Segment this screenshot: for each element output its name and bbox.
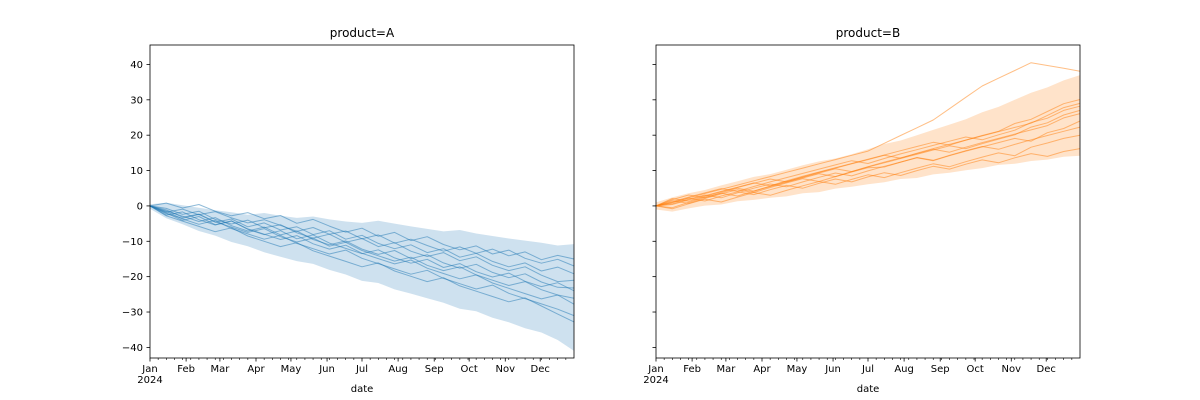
unit-line xyxy=(655,134,1081,210)
x-tick-label: Oct xyxy=(461,364,478,375)
subplot-A-xlabel: date xyxy=(350,384,374,395)
unit-line xyxy=(655,99,1081,207)
subplot-B-xlabel: date xyxy=(856,384,880,395)
x-tick-label: Nov xyxy=(1002,364,1022,375)
unit-lines xyxy=(149,202,575,323)
unit-line xyxy=(149,205,575,283)
y-tick-label: −40 xyxy=(122,343,143,354)
x-tick-label: Jun xyxy=(318,364,335,375)
y-tick-label: −30 xyxy=(122,308,143,319)
unit-lines xyxy=(655,62,1081,210)
x-tick-label: Dec xyxy=(531,364,550,375)
x-axis: Jan Feb Mar Apr May Jun Jul Aug Sep Oct Nov Dec 2024 xyxy=(643,358,1073,386)
subplot-B-title: product=B xyxy=(835,26,901,40)
y-tick-label: 30 xyxy=(130,95,143,106)
y-tick-label: −20 xyxy=(122,272,143,283)
x-tick-label: Sep xyxy=(425,364,444,375)
y-axis xyxy=(652,64,656,348)
x-tick-label: Mar xyxy=(210,364,230,375)
confidence-band xyxy=(150,202,574,351)
y-tick-label: 40 xyxy=(130,60,143,71)
unit-line xyxy=(655,62,1081,207)
x-tick-label: Apr xyxy=(247,364,265,375)
x-tick-label: Feb xyxy=(683,364,701,375)
unit-line xyxy=(149,205,575,323)
unit-line xyxy=(149,202,575,267)
confidence-band xyxy=(656,75,1080,212)
x-tick-label: Aug xyxy=(894,364,914,375)
subplot-product-B: Jan Feb Mar Apr May Jun Jul Aug Sep Oct Nov Dec 2024 xyxy=(643,44,1081,386)
x-tick-label: May xyxy=(281,364,302,375)
y-axis: 40 30 20 10 0 −10 −20 −30 −40 xyxy=(122,60,150,354)
x-tick-label: Feb xyxy=(177,364,195,375)
x-axis: Jan Feb Mar Apr May Jun Jul Aug Sep Oct Nov Dec 2024 xyxy=(137,358,567,386)
subplot-product-A: Jan Feb Mar Apr May Jun Jul Aug Sep Oct Nov Dec 2024… xyxy=(122,44,575,386)
x-tick-label: May xyxy=(787,364,808,375)
subplot-A-title: product=A xyxy=(329,26,395,40)
x-tick-label: Apr xyxy=(753,364,771,375)
x-tick-label: Dec xyxy=(1037,364,1056,375)
unit-line xyxy=(655,120,1081,207)
y-tick-label: 0 xyxy=(137,201,143,212)
x-tick-label: Jul xyxy=(861,364,874,375)
x-tick-label: Jan xyxy=(141,364,157,375)
x-tick-label: Nov xyxy=(496,364,516,375)
x-tick-label: Aug xyxy=(388,364,408,375)
unit-line xyxy=(149,205,575,289)
x-tick-label: Sep xyxy=(931,364,950,375)
x-tick-label: Jul xyxy=(355,364,368,375)
y-tick-label: 20 xyxy=(130,131,143,142)
x-axis-year-label: 2024 xyxy=(137,375,162,386)
y-tick-label: 10 xyxy=(130,166,143,177)
x-tick-label: Mar xyxy=(716,364,736,375)
unit-line xyxy=(149,205,575,317)
x-tick-label: Jan xyxy=(647,364,663,375)
unit-line xyxy=(655,109,1081,209)
y-tick-label: −10 xyxy=(122,237,143,248)
x-tick-label: Oct xyxy=(967,364,984,375)
unit-line xyxy=(655,126,1081,207)
x-tick-label: Jun xyxy=(824,364,841,375)
x-axis-year-label: 2024 xyxy=(643,375,668,386)
